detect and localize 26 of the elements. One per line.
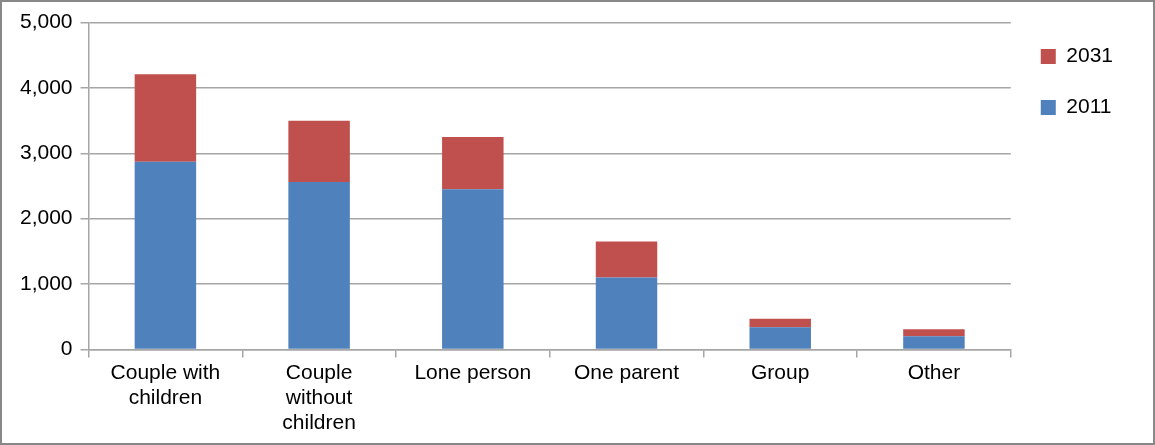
x-tick-label: Other <box>907 359 961 383</box>
x-tick-label: Lone person <box>414 359 532 383</box>
x-tick-label: One parent <box>573 359 680 383</box>
bar <box>595 277 658 349</box>
y-tick-label: 1,000 <box>19 270 73 294</box>
y-tick-label: 2,000 <box>19 205 73 229</box>
bar <box>442 189 504 349</box>
bar <box>749 318 811 328</box>
legend-label: 2031 <box>1066 43 1113 67</box>
x-tick-label: Couple without children <box>282 359 356 434</box>
y-tick-label: 5,000 <box>19 9 73 33</box>
bar <box>288 182 350 349</box>
y-tick-label: 3,000 <box>19 140 73 164</box>
bar <box>595 241 658 278</box>
bar <box>903 329 965 337</box>
bar <box>288 120 350 183</box>
bar <box>442 136 504 190</box>
bar <box>134 74 197 162</box>
bar <box>749 327 811 349</box>
bar <box>134 161 197 349</box>
x-tick-label: Group <box>751 359 810 383</box>
x-tick-label: Couple with children <box>110 359 221 408</box>
y-tick-label: 4,000 <box>19 74 73 98</box>
y-tick-label: 0 <box>60 336 73 360</box>
legend-label: 2011 <box>1066 94 1112 118</box>
bar <box>903 336 965 349</box>
